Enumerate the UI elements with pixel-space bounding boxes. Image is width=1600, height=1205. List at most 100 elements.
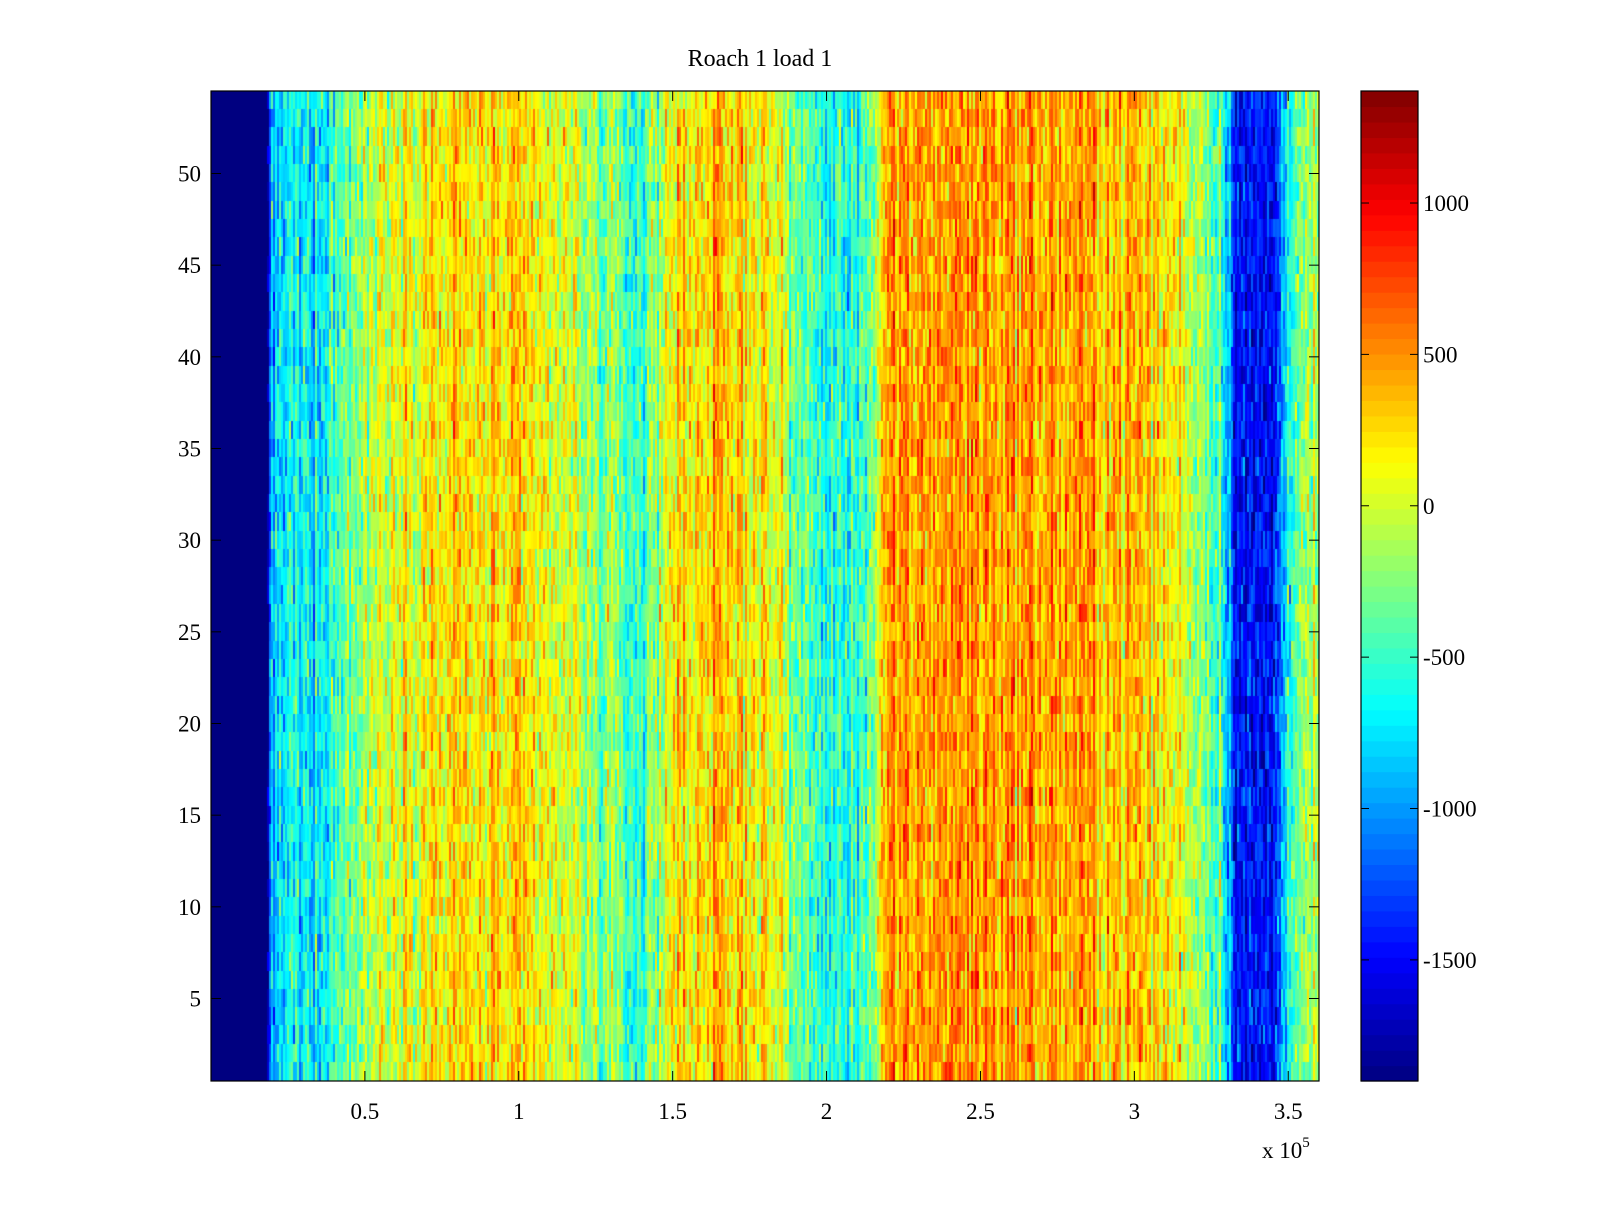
colorbar-swatch bbox=[1361, 1019, 1418, 1036]
y-tick-label: 15 bbox=[178, 803, 201, 828]
colorbar-frame bbox=[1360, 90, 1419, 1082]
colorbar-swatch bbox=[1361, 756, 1418, 773]
heatmap-layer bbox=[211, 91, 1319, 1081]
plot-frame bbox=[210, 90, 1320, 1082]
colorbar-swatch bbox=[1361, 864, 1418, 881]
colorbar-swatch bbox=[1361, 910, 1418, 927]
colorbar-swatch bbox=[1361, 895, 1418, 912]
colorbar-swatch bbox=[1361, 632, 1418, 649]
colorbar-swatch bbox=[1361, 384, 1418, 401]
colorbar-swatch bbox=[1361, 555, 1418, 572]
colorbar-swatch bbox=[1361, 353, 1418, 371]
colorbar-swatch bbox=[1361, 106, 1418, 123]
colorbar-swatch bbox=[1361, 493, 1418, 510]
y-tick-label: 45 bbox=[178, 253, 201, 278]
colorbar-swatch bbox=[1361, 1050, 1418, 1067]
colorbar-swatch bbox=[1361, 1034, 1418, 1051]
colorbar-swatch bbox=[1361, 818, 1418, 835]
colorbar-swatch bbox=[1361, 446, 1418, 463]
colorbar-swatch bbox=[1361, 972, 1418, 989]
colorbar-swatch bbox=[1361, 1065, 1418, 1082]
colorbar-swatch bbox=[1361, 1003, 1418, 1020]
colorbar-swatch bbox=[1361, 183, 1418, 200]
colorbar-tick-label: 1000 bbox=[1423, 191, 1469, 216]
colorbar-swatch bbox=[1361, 570, 1418, 587]
colorbar-swatch bbox=[1361, 616, 1418, 634]
x-exponent-power: 5 bbox=[1302, 1135, 1310, 1151]
colorbar bbox=[1361, 91, 1418, 1082]
colorbar-swatch bbox=[1361, 848, 1418, 866]
colorbar-swatch bbox=[1361, 941, 1418, 958]
colorbar-swatch bbox=[1361, 276, 1418, 293]
y-tick-label: 30 bbox=[178, 528, 201, 553]
colorbar-swatch bbox=[1361, 694, 1418, 711]
y-tick-label: 40 bbox=[178, 345, 201, 370]
colorbar-tick-label: -1500 bbox=[1423, 948, 1477, 973]
colorbar-swatch bbox=[1361, 415, 1418, 432]
colorbar-swatch bbox=[1361, 787, 1418, 804]
y-tick-label: 35 bbox=[178, 437, 201, 462]
colorbar-swatch bbox=[1361, 199, 1418, 216]
colorbar-swatch bbox=[1361, 586, 1418, 603]
y-tick-label: 20 bbox=[178, 712, 201, 737]
colorbar-swatch bbox=[1361, 152, 1418, 169]
colorbar-swatch bbox=[1361, 740, 1418, 757]
colorbar-swatch bbox=[1361, 678, 1418, 695]
x-tick-label: 3.5 bbox=[1274, 1099, 1303, 1124]
colorbar-swatch bbox=[1361, 539, 1418, 556]
colorbar-tick-label: 500 bbox=[1423, 342, 1458, 367]
colorbar-swatch bbox=[1361, 508, 1418, 525]
colorbar-swatch bbox=[1361, 261, 1418, 278]
y-tick-label: 10 bbox=[178, 895, 201, 920]
y-tick-label: 50 bbox=[178, 162, 201, 187]
colorbar-swatch bbox=[1361, 230, 1418, 247]
x-tick-label: 3 bbox=[1129, 1099, 1141, 1124]
colorbar-swatch bbox=[1361, 725, 1418, 742]
colorbar-swatch bbox=[1361, 709, 1418, 726]
colorbar-swatch bbox=[1361, 307, 1418, 324]
colorbar-swatch bbox=[1361, 168, 1418, 185]
x-axis: 0.5 1 1.5 2 2.5 3 3.5 bbox=[351, 91, 1303, 1124]
colorbar-swatch bbox=[1361, 462, 1418, 479]
colorbar-swatch bbox=[1361, 771, 1418, 788]
colorbar-swatch bbox=[1361, 833, 1418, 850]
colorbar-swatch bbox=[1361, 663, 1418, 680]
x-exponent-base: x 10 bbox=[1262, 1138, 1302, 1163]
y-axis: 5 10 15 20 25 30 35 40 45 50 bbox=[178, 162, 1319, 1012]
colorbar-swatch bbox=[1361, 137, 1418, 154]
colorbar-tick-label: -1000 bbox=[1423, 797, 1477, 822]
colorbar-swatch bbox=[1361, 879, 1418, 896]
colorbar-swatch bbox=[1361, 400, 1418, 417]
x-tick-label: 2.5 bbox=[966, 1099, 995, 1124]
colorbar-swatch bbox=[1361, 245, 1418, 262]
colorbar-swatch bbox=[1361, 323, 1418, 340]
colorbar-swatch bbox=[1361, 369, 1418, 386]
colorbar-swatch bbox=[1361, 338, 1418, 355]
colorbar-axis: 1000 500 0 -500 -1000 -1500 bbox=[1361, 191, 1477, 973]
colorbar-swatch bbox=[1361, 601, 1418, 618]
x-axis-exponent: x 105 bbox=[1262, 1135, 1310, 1163]
heatmap-cells bbox=[211, 91, 1319, 1081]
colorbar-swatch bbox=[1361, 647, 1418, 664]
colorbar-swatch bbox=[1361, 431, 1418, 448]
chart-title: Roach 1 load 1 bbox=[688, 46, 833, 72]
colorbar-tick-label: 0 bbox=[1423, 494, 1435, 519]
colorbar-swatch bbox=[1361, 91, 1418, 108]
y-tick-label: 25 bbox=[178, 620, 201, 645]
colorbar-swatch bbox=[1361, 802, 1418, 819]
x-tick-label: 1 bbox=[513, 1099, 525, 1124]
x-tick-label: 1.5 bbox=[658, 1099, 687, 1124]
colorbar-swatch bbox=[1361, 926, 1418, 943]
colorbar-swatch bbox=[1361, 292, 1418, 309]
colorbar-swatch bbox=[1361, 214, 1418, 231]
x-tick-label: 2 bbox=[821, 1099, 833, 1124]
x-tick-label: 0.5 bbox=[351, 1099, 380, 1124]
colorbar-tick-label: -500 bbox=[1423, 645, 1465, 670]
colorbar-swatch bbox=[1361, 477, 1418, 494]
colorbar-swatch bbox=[1361, 121, 1418, 139]
colorbar-swatch bbox=[1361, 524, 1418, 541]
colorbar-swatch bbox=[1361, 957, 1418, 974]
colorbar-swatch bbox=[1361, 988, 1418, 1005]
